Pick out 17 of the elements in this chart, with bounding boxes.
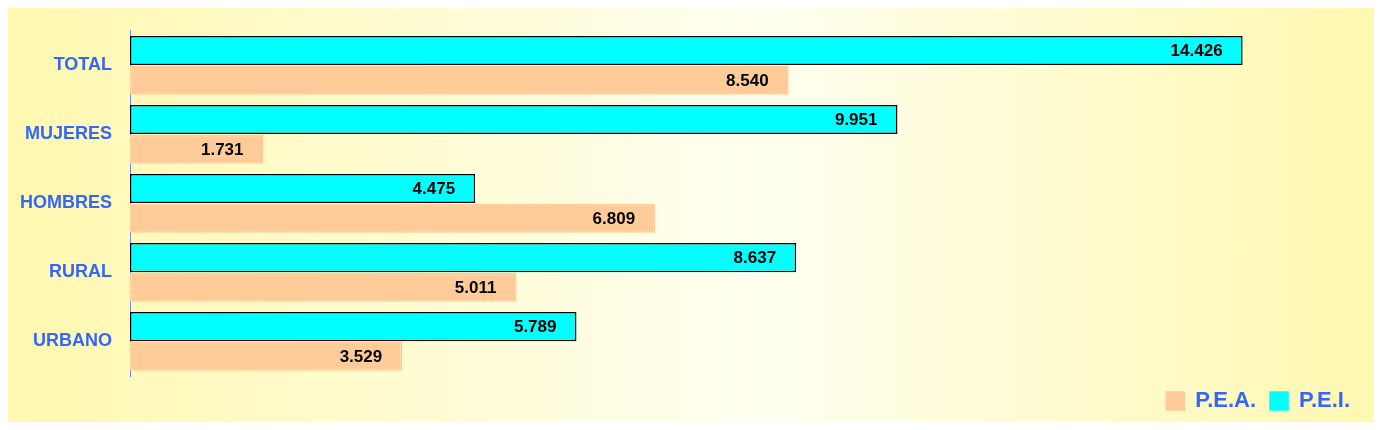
y-tick-label: URBANO — [33, 330, 112, 351]
y-tick-label: TOTAL — [53, 54, 112, 75]
data-label: 5.789 — [513, 317, 557, 337]
data-label: 6.809 — [592, 208, 636, 228]
data-label: 14.426 — [1170, 41, 1223, 61]
data-label: 3.529 — [339, 347, 383, 367]
legend-label: P.E.A. — [1195, 387, 1257, 413]
data-label: 5.011 — [454, 277, 497, 297]
legend-label: P.E.I. — [1299, 387, 1351, 413]
data-label: 8.637 — [733, 248, 777, 268]
data-label: 4.475 — [412, 179, 456, 199]
data-label: 1.731 — [200, 139, 244, 159]
data-label: 9.951 — [834, 110, 878, 130]
y-tick-label: RURAL — [49, 261, 112, 282]
y-tick-label: MUJERES — [24, 123, 112, 144]
y-tick-label: HOMBRES — [19, 192, 112, 213]
data-label: 8.540 — [726, 70, 769, 90]
